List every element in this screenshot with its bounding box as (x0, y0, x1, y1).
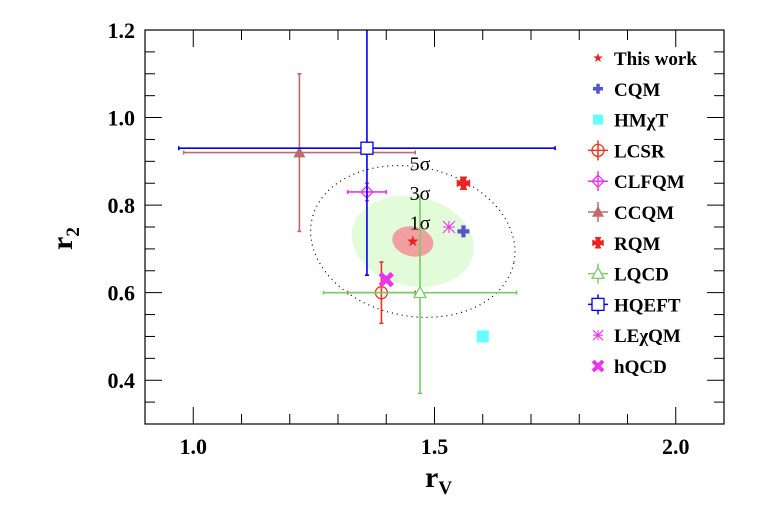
contour-label: 3σ (410, 183, 431, 205)
point-hqeft (177, 30, 556, 276)
point-lqcd (322, 195, 518, 395)
marker-cross-filled (593, 237, 603, 248)
marker-square-open (360, 141, 374, 155)
y-tick-label: 1.0 (108, 106, 136, 131)
y-tick-label: 0.6 (108, 281, 136, 306)
y-tick-label: 1.2 (108, 18, 136, 43)
legend-label: This work (614, 49, 697, 70)
legend-label: LEχQM (614, 326, 681, 347)
legend-label: HQEFT (614, 295, 681, 316)
marker-triangle-filled (592, 206, 604, 217)
contour-label: 5σ (410, 154, 431, 176)
marker-asterisk-open (592, 329, 604, 341)
marker-plus-filled (593, 83, 603, 94)
x-axis-label: rV (425, 461, 452, 499)
point-hqcd (378, 271, 394, 288)
marker-triangle-filled (293, 146, 306, 158)
marker-asterisk-open (442, 220, 456, 234)
marker-circle-open (591, 143, 605, 158)
point-le-qm (442, 220, 456, 234)
legend-label: LCSR (614, 141, 665, 162)
legend-item: LEχQM (592, 326, 681, 347)
marker-square-open (591, 297, 605, 312)
point-rqm (456, 176, 471, 190)
legend: This work CQM HMχT LCSR CLFQM CCQM RQM LQCD HQEF… (588, 49, 697, 378)
legend-label: CQM (614, 80, 661, 101)
legend-item: CQM (593, 80, 661, 101)
point-cqm (457, 225, 470, 238)
point-hm-t (476, 330, 489, 343)
legend-item: hQCD (591, 357, 667, 378)
point-this-work (407, 235, 419, 247)
marker-x-filled (591, 359, 605, 373)
y-tick-label: 0.8 (108, 193, 136, 218)
legend-item: LQCD (588, 263, 669, 286)
legend-label: CLFQM (614, 172, 685, 193)
legend-item: CLFQM (588, 171, 685, 193)
legend-item: RQM (592, 234, 661, 255)
marker-star (593, 53, 603, 62)
marker-cross-filled (457, 177, 470, 190)
marker-cross-filled-caps (456, 176, 471, 190)
legend-item: CCQM (588, 202, 674, 224)
legend-item: LCSR (588, 140, 665, 162)
x-tick-label: 2.0 (662, 434, 690, 459)
legend-label: HMχT (614, 111, 668, 132)
legend-item: This work (593, 49, 697, 70)
legend-label: CCQM (614, 203, 674, 224)
marker-diamond-open (591, 174, 605, 189)
x-tick-label: 1.5 (421, 434, 449, 459)
legend-label: LQCD (614, 265, 669, 286)
marker-triangle-open (590, 266, 606, 280)
contour-label: 1σ (410, 213, 431, 235)
y-tick-label: 0.4 (108, 368, 136, 393)
legend-item: HMχT (593, 111, 668, 132)
marker-plus-filled (457, 225, 470, 238)
legend-item: HQEFT (588, 294, 681, 316)
data-points (177, 30, 556, 395)
marker-cross-filled-caps (592, 237, 604, 249)
x-tick-label: 1.0 (180, 434, 208, 459)
marker-square-filled (476, 330, 489, 343)
marker-star (407, 235, 419, 247)
legend-label: RQM (614, 234, 661, 255)
axis-ticks: 1.0 1.5 2.0 0.4 0.6 0.8 1.0 1.2 (108, 18, 725, 459)
marker-triangle-open (412, 285, 428, 299)
marker-x-filled (378, 271, 394, 288)
marker-square-filled (593, 114, 603, 125)
legend-label: hQCD (614, 357, 667, 378)
point-ccqm (182, 72, 417, 233)
y-axis-label: r2 (46, 227, 84, 250)
